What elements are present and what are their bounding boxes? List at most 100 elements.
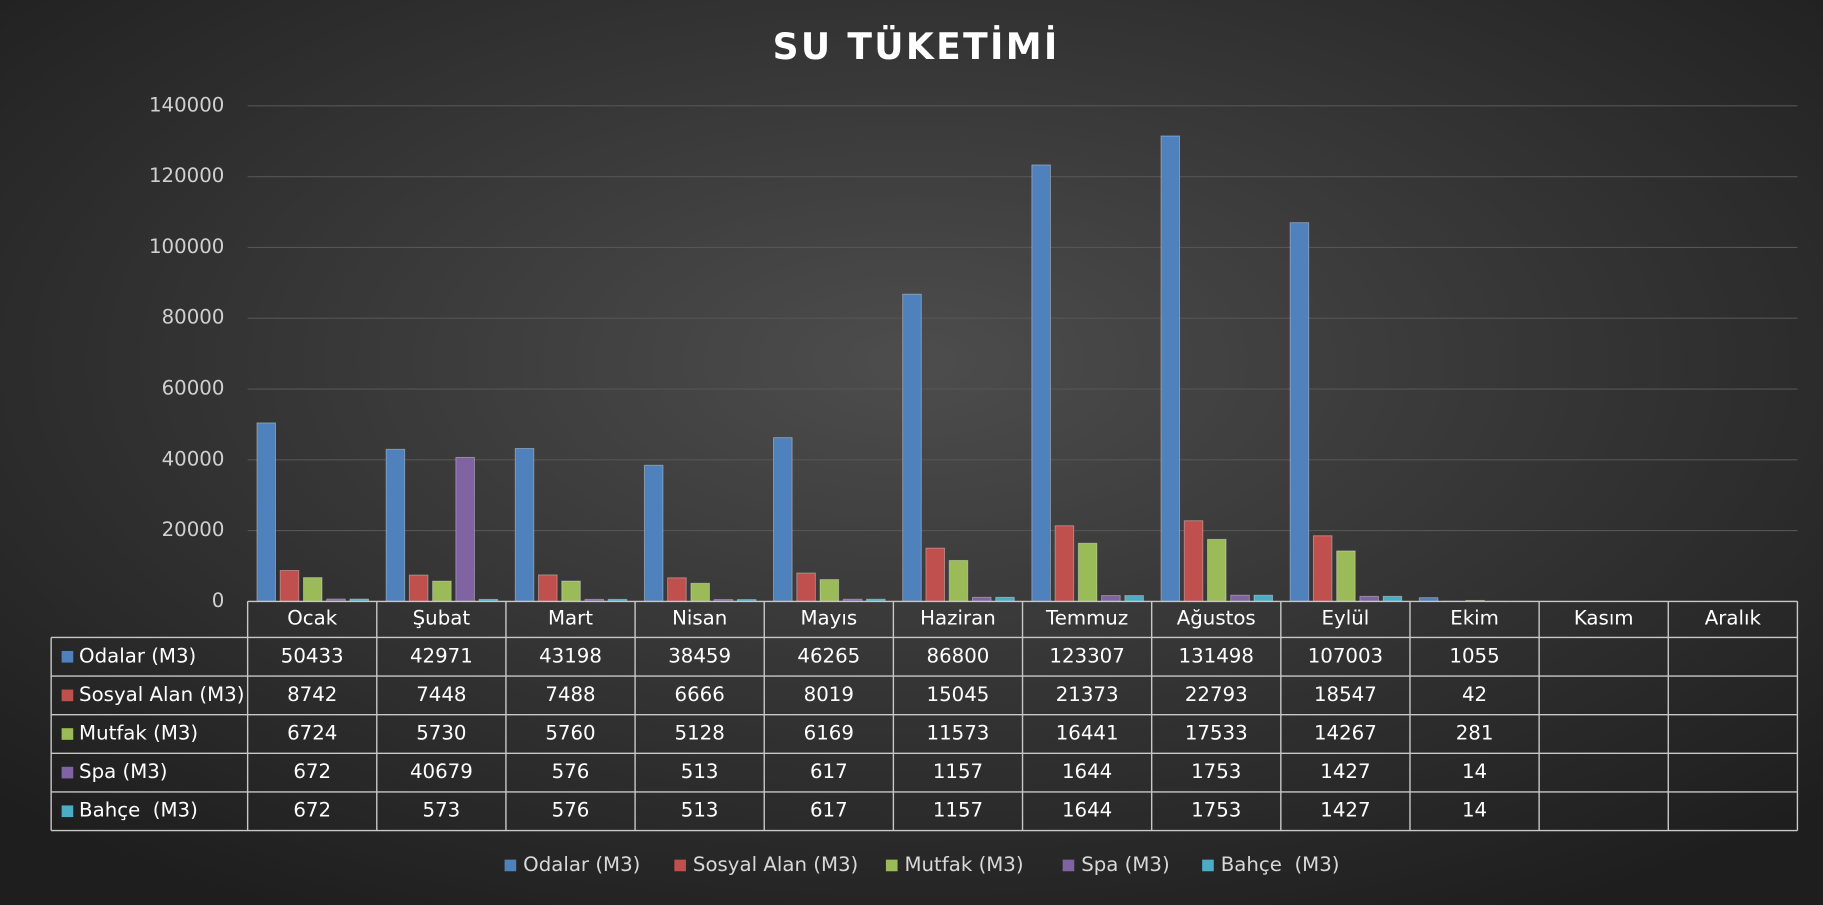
table-cell: 18547 xyxy=(1314,683,1377,706)
table-cell: 513 xyxy=(681,799,719,822)
bar xyxy=(1289,222,1310,602)
bar xyxy=(1336,550,1356,602)
table-row-label: Mutfak (M3) xyxy=(79,722,198,745)
bar xyxy=(643,464,664,602)
table-cell: 6724 xyxy=(287,722,337,745)
table-cell: 22793 xyxy=(1185,683,1248,706)
bar xyxy=(1207,538,1227,602)
table-cell: 5128 xyxy=(675,722,725,745)
table-cell: 14267 xyxy=(1314,722,1377,745)
bar xyxy=(455,456,475,602)
table-cell: 6169 xyxy=(804,722,854,745)
table-cell: 42 xyxy=(1462,683,1487,706)
table-cell: 576 xyxy=(552,760,590,783)
table-row-label: Odalar (M3) xyxy=(79,644,196,667)
table-cell: 123307 xyxy=(1049,644,1124,667)
bar xyxy=(1160,135,1181,602)
table-cell: 573 xyxy=(423,799,461,822)
legend-swatch xyxy=(61,689,74,702)
bar xyxy=(1054,525,1075,602)
table-cell: 46265 xyxy=(797,644,860,667)
table-cell: 86800 xyxy=(927,644,990,667)
table-cell: 672 xyxy=(293,799,331,822)
bar xyxy=(385,448,406,602)
x-tick-label: Haziran xyxy=(920,606,996,629)
x-tick-label: Nisan xyxy=(672,606,727,629)
table-cell: 131498 xyxy=(1179,644,1254,667)
x-tick-label: Ağustos xyxy=(1177,606,1256,629)
table-cell: 672 xyxy=(293,760,331,783)
legend-label: Mutfak (M3) xyxy=(905,853,1024,876)
table-cell: 1753 xyxy=(1191,799,1241,822)
table-cell: 1427 xyxy=(1320,760,1370,783)
legend-label: Sosyal Alan (M3) xyxy=(693,853,858,876)
bar xyxy=(256,422,277,602)
table-cell: 50433 xyxy=(281,644,344,667)
table-cell: 1427 xyxy=(1320,799,1370,822)
table-cell: 513 xyxy=(681,760,719,783)
bar xyxy=(1312,535,1333,602)
table-cell: 15045 xyxy=(927,683,990,706)
table-cell: 8742 xyxy=(287,683,337,706)
table-cell: 17533 xyxy=(1185,722,1248,745)
table-cell: 7488 xyxy=(545,683,595,706)
x-tick-label: Mart xyxy=(548,606,593,629)
table-row-label: Spa (M3) xyxy=(79,760,167,783)
bar xyxy=(1230,594,1250,602)
bar xyxy=(1253,594,1274,602)
y-tick-label: 60000 xyxy=(162,377,225,400)
bar xyxy=(561,580,581,602)
table-cell: 40679 xyxy=(410,760,473,783)
table-cell: 8019 xyxy=(804,683,854,706)
bar xyxy=(1077,542,1098,602)
bar xyxy=(819,579,840,602)
legend-swatch xyxy=(61,805,74,818)
table-cell: 1157 xyxy=(933,799,983,822)
table-cell: 5760 xyxy=(545,722,595,745)
table-cell: 5730 xyxy=(416,722,466,745)
bar xyxy=(432,580,452,602)
table-cell: 1055 xyxy=(1449,644,1499,667)
table-cell: 6666 xyxy=(675,683,725,706)
y-tick-label: 40000 xyxy=(162,447,225,470)
table-cell: 16441 xyxy=(1056,722,1119,745)
table-cell: 1644 xyxy=(1062,799,1112,822)
x-tick-label: Ekim xyxy=(1450,606,1499,629)
bar xyxy=(948,559,969,602)
table-cell: 1157 xyxy=(933,760,983,783)
table-cell: 14 xyxy=(1462,799,1487,822)
table-row-label: Sosyal Alan (M3) xyxy=(79,683,244,706)
y-tick-label: 0 xyxy=(212,589,225,612)
legend-label: Odalar (M3) xyxy=(523,853,640,876)
table-row-label: Bahçe (M3) xyxy=(79,799,198,822)
table-cell: 38459 xyxy=(668,644,731,667)
table-cell: 14 xyxy=(1462,760,1487,783)
legend-swatch xyxy=(885,859,898,872)
legend-label: Spa (M3) xyxy=(1081,853,1169,876)
bar xyxy=(902,293,922,602)
table-cell: 42971 xyxy=(410,644,473,667)
legend-label: Bahçe (M3) xyxy=(1221,853,1340,876)
x-tick-label: Eylül xyxy=(1322,606,1370,629)
bar xyxy=(1359,595,1379,602)
legend-swatch xyxy=(61,728,74,740)
table-cell: 7448 xyxy=(416,683,466,706)
y-tick-label: 80000 xyxy=(162,306,225,329)
table-cell: 107003 xyxy=(1308,644,1383,667)
legend-swatch xyxy=(674,859,686,872)
table-cell: 11573 xyxy=(927,722,990,745)
y-tick-label: 120000 xyxy=(149,164,224,187)
x-tick-label: Kasım xyxy=(1574,606,1634,629)
table-cell: 617 xyxy=(810,760,848,783)
bar xyxy=(1124,595,1144,602)
y-tick-label: 20000 xyxy=(162,518,225,541)
bar xyxy=(279,569,300,602)
legend-swatch xyxy=(1062,859,1075,872)
bar xyxy=(538,574,558,602)
x-tick-label: Temmuz xyxy=(1045,606,1128,629)
table-cell: 21373 xyxy=(1056,683,1119,706)
bar xyxy=(796,572,816,602)
x-tick-label: Mayıs xyxy=(801,606,858,629)
